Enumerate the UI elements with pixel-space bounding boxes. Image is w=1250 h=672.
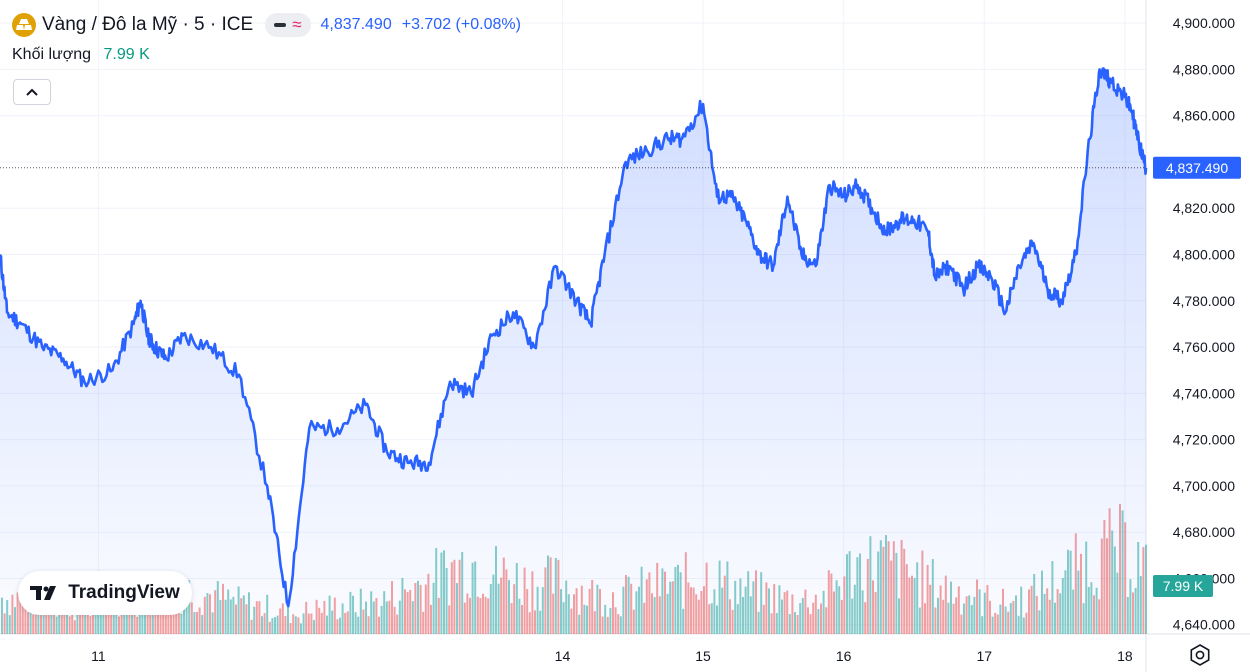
x-tick-label: 11 bbox=[91, 648, 106, 664]
chevron-up-icon bbox=[26, 88, 38, 96]
x-axis[interactable]: 11 14 15 16 17 18 bbox=[91, 648, 1133, 664]
compare-icon[interactable]: ≈ bbox=[292, 15, 302, 34]
y-axis[interactable]: 4,900.0004,880.0004,860.0004,840.0004,82… bbox=[1173, 15, 1235, 633]
tradingview-watermark[interactable]: TradingView bbox=[18, 571, 192, 615]
y-tick-label: 4,900.000 bbox=[1173, 15, 1235, 31]
symbol-title[interactable]: Vàng / Đô la Mỹ · 5 · ICE bbox=[42, 14, 254, 35]
price-change: +3.702 (+0.08%) bbox=[401, 16, 521, 33]
tradingview-logo-icon bbox=[30, 586, 57, 600]
current-price-label-bg bbox=[1153, 156, 1241, 179]
y-tick-label: 4,720.000 bbox=[1173, 432, 1235, 448]
y-tick-label: 4,880.000 bbox=[1173, 61, 1235, 77]
y-tick-label: 4,640.000 bbox=[1173, 617, 1235, 633]
y-tick-label: 4,860.000 bbox=[1173, 108, 1235, 124]
gear-icon[interactable] bbox=[1188, 643, 1212, 667]
y-tick-label: 4,740.000 bbox=[1173, 385, 1235, 401]
price-area bbox=[0, 67, 1148, 634]
y-tick-label: 4,780.000 bbox=[1173, 293, 1235, 309]
x-tick-label: 16 bbox=[836, 648, 852, 664]
y-tick-label: 4,700.000 bbox=[1173, 478, 1235, 494]
axis-value-labels: 4,837.490 7.99 K bbox=[1153, 156, 1241, 597]
chart-legend: Vàng / Đô la Mỹ · 5 · ICE ≈ 4,837.490 +3… bbox=[12, 11, 521, 39]
gold-bars-icon bbox=[12, 13, 36, 37]
volume-legend: Khối lượng 7.99 K bbox=[12, 46, 150, 64]
x-tick-label: 14 bbox=[555, 648, 571, 664]
last-price: 4,837.490 bbox=[320, 16, 392, 33]
hide-icon[interactable] bbox=[274, 23, 287, 27]
current-price-label: 4,837.490 bbox=[1166, 160, 1228, 176]
price-area-fill bbox=[0, 68, 1146, 634]
collapse-legend-button[interactable] bbox=[13, 79, 51, 105]
y-tick-label: 4,680.000 bbox=[1173, 524, 1235, 540]
x-tick-label: 15 bbox=[695, 648, 711, 664]
x-tick-label: 18 bbox=[1117, 648, 1133, 664]
current-volume-label-bg bbox=[1153, 575, 1213, 597]
volume-label: Khối lượng bbox=[12, 46, 92, 63]
y-tick-label: 4,820.000 bbox=[1173, 200, 1235, 216]
tradingview-brand: TradingView bbox=[68, 582, 180, 603]
current-volume-label: 7.99 K bbox=[1163, 578, 1204, 594]
volume-value: 7.99 K bbox=[103, 46, 150, 63]
x-tick-label: 17 bbox=[977, 648, 993, 664]
price-series-line[interactable] bbox=[0, 67, 1148, 608]
y-tick-label: 4,760.000 bbox=[1173, 339, 1235, 355]
y-tick-label: 4,800.000 bbox=[1173, 247, 1235, 263]
legend-toggle-pill[interactable]: ≈ bbox=[265, 13, 311, 37]
